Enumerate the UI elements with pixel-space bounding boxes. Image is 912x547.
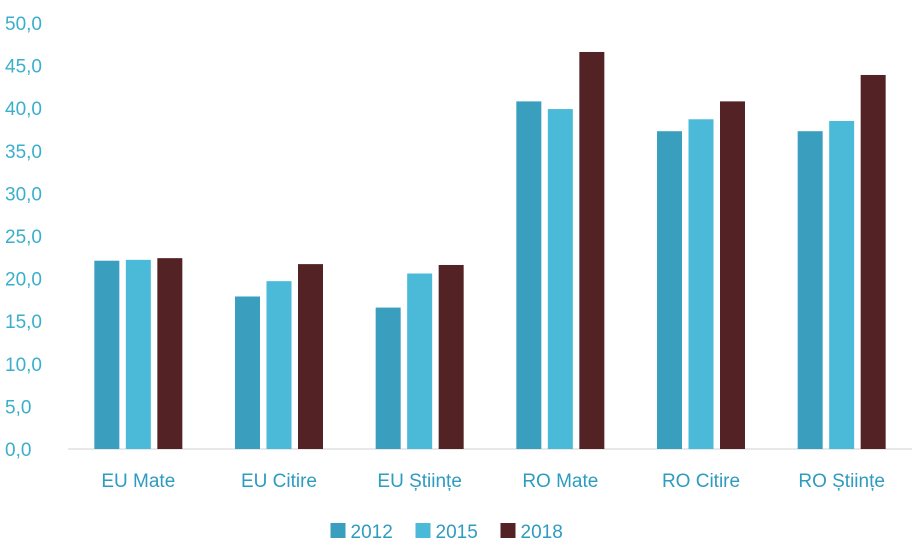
x-tick-label: EU Științe bbox=[377, 471, 461, 492]
legend-label-2018: 2018 bbox=[521, 522, 563, 542]
bar-eu-citire-2018 bbox=[298, 264, 323, 449]
bar-ro-stiinte-2015 bbox=[829, 120, 855, 449]
y-tick-label: 5,0 bbox=[5, 397, 31, 418]
bar-ro-stiinte-2012 bbox=[797, 131, 823, 450]
bar-ro-citire-2015 bbox=[688, 119, 714, 449]
x-tick-label: EU Mate bbox=[101, 471, 175, 492]
y-tick-label: 45,0 bbox=[5, 57, 42, 78]
y-tick-label: 25,0 bbox=[5, 227, 42, 248]
bars bbox=[94, 51, 886, 450]
y-tick-label: 30,0 bbox=[5, 184, 42, 205]
x-tick-label: EU Citire bbox=[241, 471, 317, 492]
bar-ro-stiinte-2018 bbox=[860, 74, 886, 450]
bar-ro-mate-2015 bbox=[547, 109, 573, 449]
legend-swatch-2012 bbox=[330, 523, 346, 538]
bar-ro-mate-2012 bbox=[516, 101, 542, 449]
bar-eu-stiinte-2018 bbox=[438, 264, 464, 449]
y-tick-label: 10,0 bbox=[5, 355, 42, 376]
x-axis: EU Mate EU Citire EU Științe RO Mate RO Citi… bbox=[68, 448, 912, 492]
y-axis: 0,0 5,0 10,0 15,0 20,0 25,0 30,0 35,0 40,0 45,0 50… bbox=[5, 14, 42, 461]
bar-eu-citire-2015 bbox=[266, 281, 292, 449]
y-tick-label: 0,0 bbox=[5, 440, 31, 461]
legend-label-2012: 2012 bbox=[351, 522, 393, 542]
legend-swatch-2018 bbox=[500, 523, 516, 538]
bar-eu-mate-2012 bbox=[94, 260, 120, 449]
bar-eu-stiinte-2015 bbox=[407, 273, 433, 449]
y-tick-label: 35,0 bbox=[5, 142, 42, 163]
bar-eu-mate-2018 bbox=[157, 258, 183, 449]
bar-eu-citire-2012 bbox=[235, 296, 260, 449]
bar-ro-citire-2018 bbox=[720, 101, 745, 449]
y-tick-label: 40,0 bbox=[5, 99, 42, 120]
y-tick-label: 20,0 bbox=[5, 270, 42, 291]
bar-eu-stiinte-2012 bbox=[375, 307, 401, 449]
x-tick-label: RO Științe bbox=[798, 471, 885, 492]
bar-ro-mate-2018 bbox=[579, 51, 605, 450]
bar-ro-citire-2012 bbox=[657, 131, 682, 450]
bar-eu-mate-2015 bbox=[125, 259, 151, 449]
legend: 2012 2015 2018 bbox=[330, 522, 563, 543]
legend-swatch-2015 bbox=[415, 523, 431, 538]
y-tick-label: 50,0 bbox=[5, 14, 42, 35]
legend-label-2015: 2015 bbox=[436, 522, 478, 542]
x-tick-label: RO Citire bbox=[662, 471, 740, 492]
y-tick-label: 15,0 bbox=[5, 312, 42, 333]
x-tick-label: RO Mate bbox=[522, 471, 598, 492]
